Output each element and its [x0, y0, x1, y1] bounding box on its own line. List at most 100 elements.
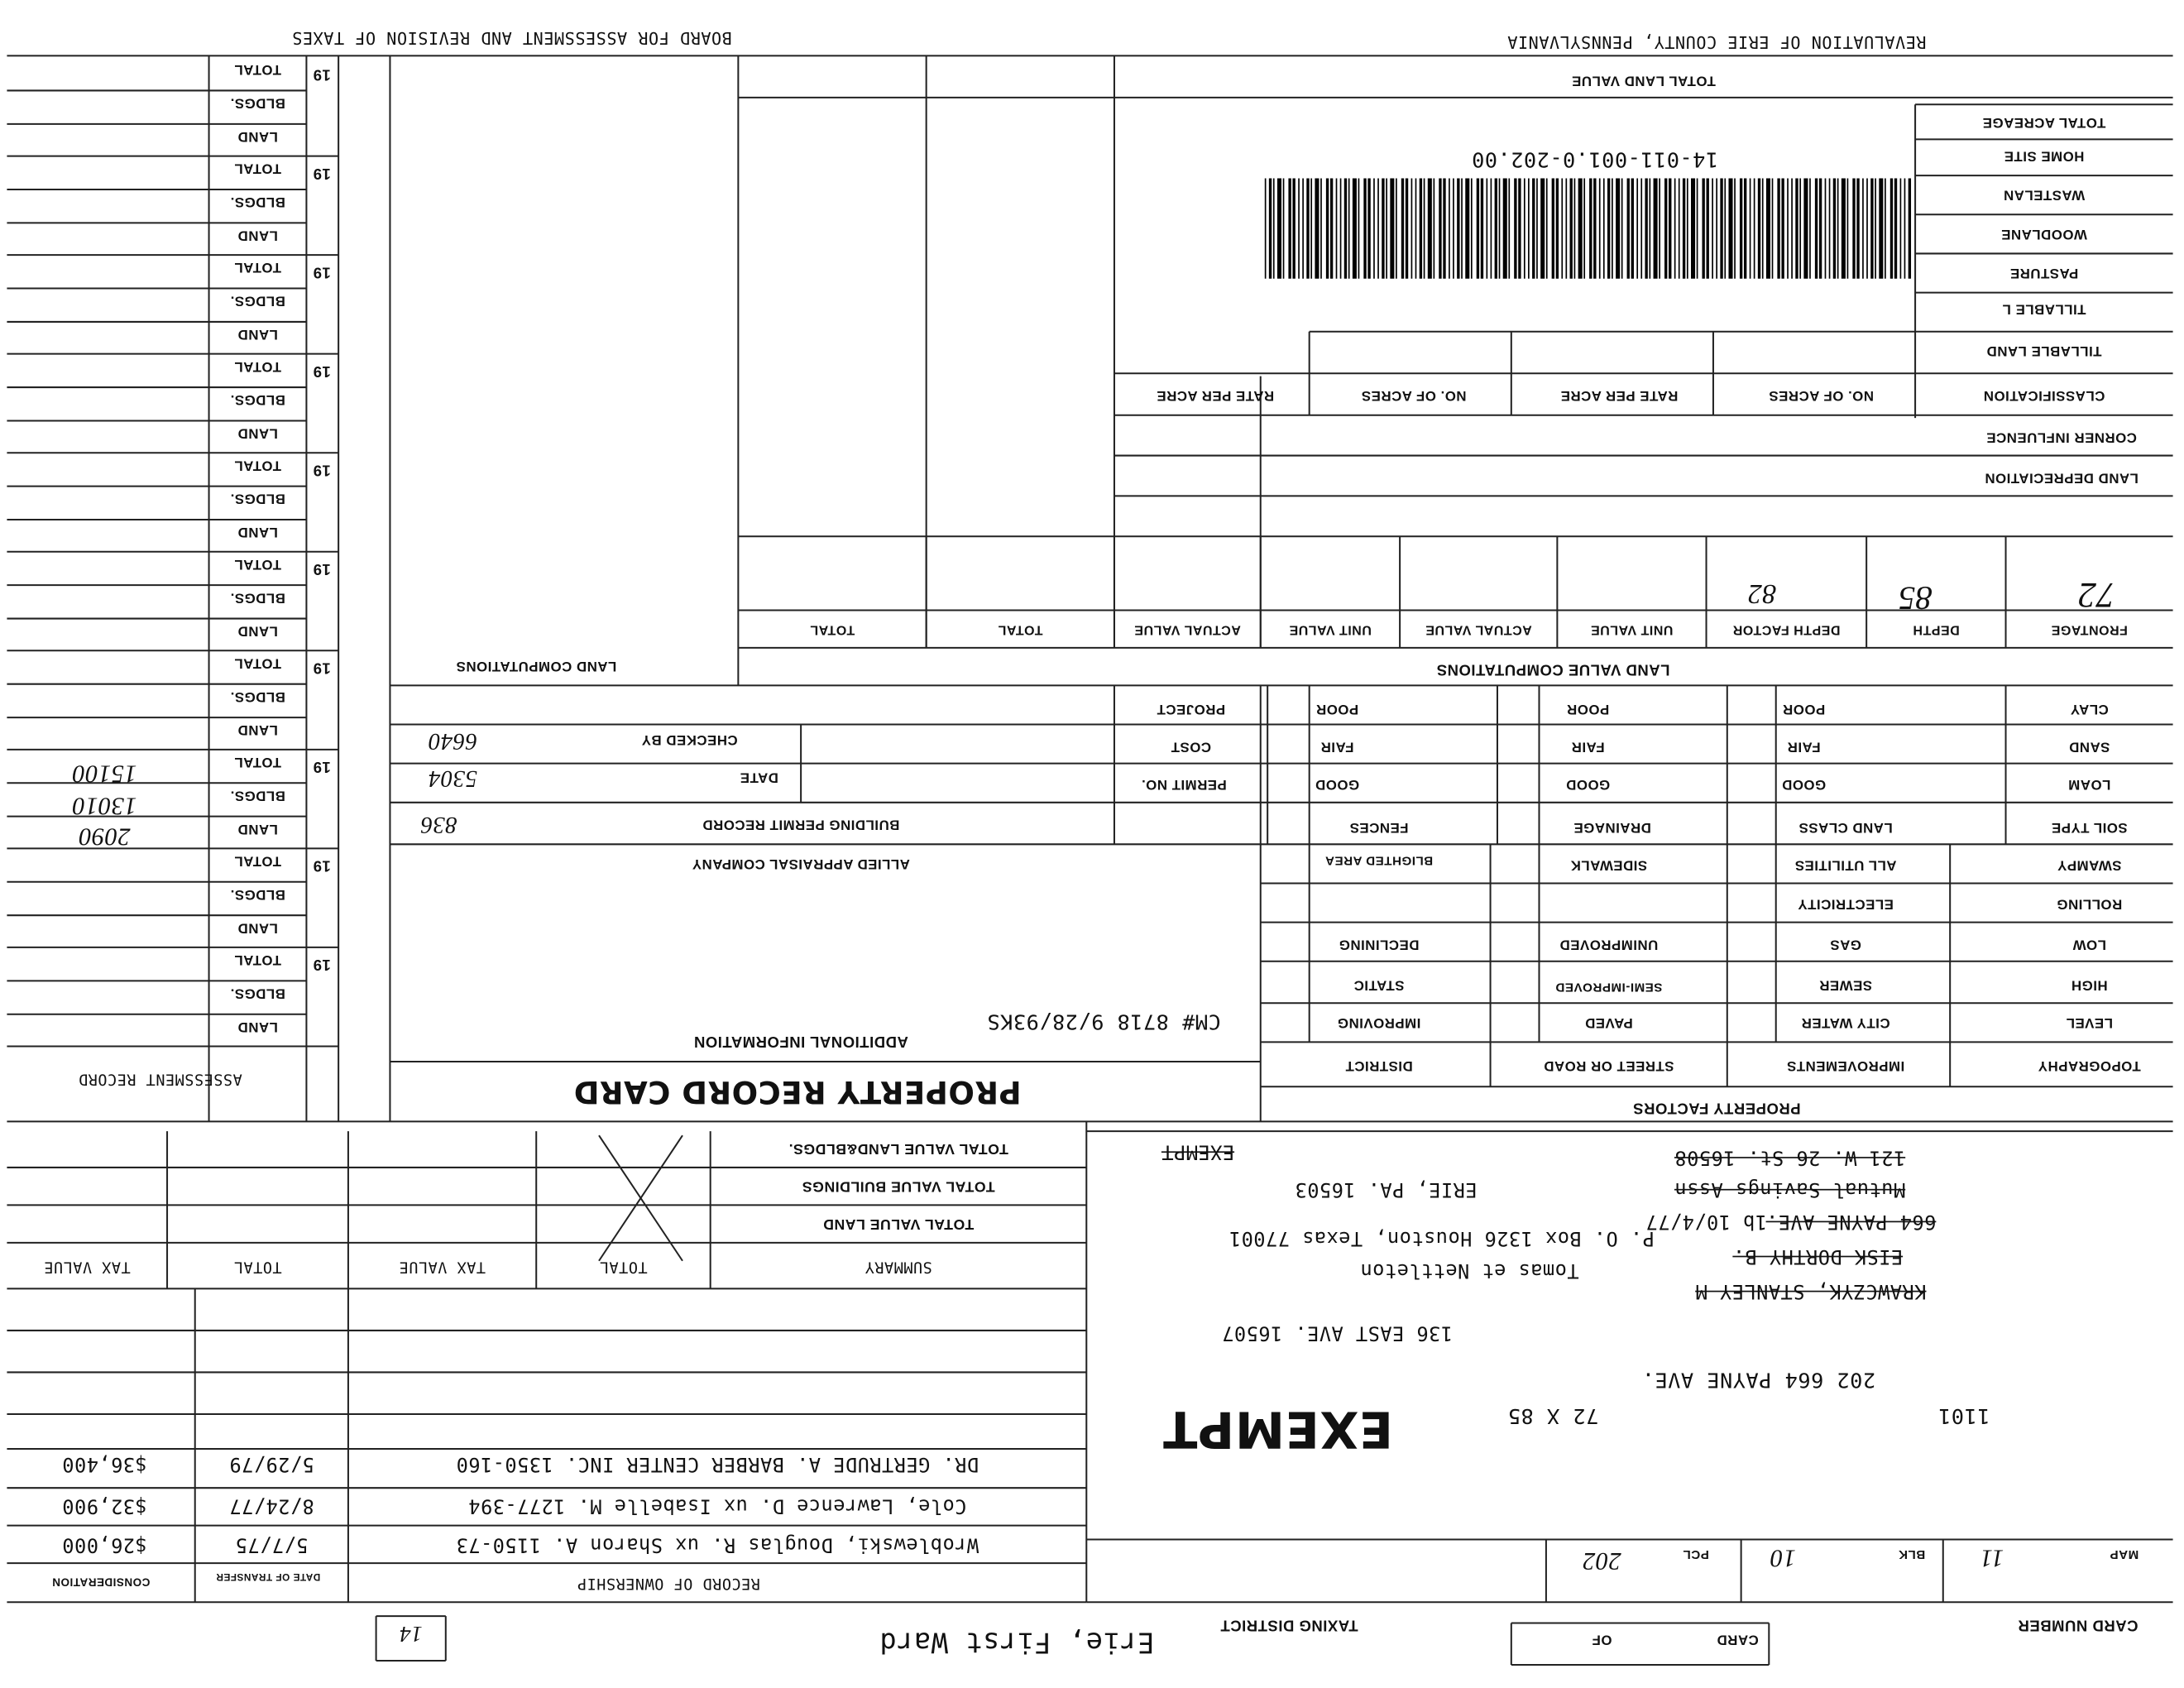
barcode-bar [1377, 178, 1379, 279]
labels: TOTAL [233, 655, 282, 670]
blk-label: BLK [1898, 1547, 1926, 1562]
barcode-bar [1310, 178, 1313, 279]
rule [598, 1134, 683, 1262]
labels: LAND [237, 325, 278, 342]
rows: TILLABLE L [2002, 300, 2086, 317]
land-class: GOOD [1781, 775, 1827, 792]
district: IMPROVING [1337, 1014, 1421, 1030]
barcode-bar [1439, 178, 1442, 279]
headers: ACTUAL VALUE [1133, 621, 1241, 638]
checked-by: CHECKED BY [641, 731, 738, 747]
topography: TOPOGRAPHY [2038, 1057, 2141, 1073]
barcode-bar [1828, 178, 1831, 279]
barcode-bar [1555, 178, 1559, 279]
barcode-bar [1734, 178, 1736, 279]
labels: BLDGS. [230, 490, 285, 506]
barcode-bar [1749, 178, 1751, 279]
rows: TOTAL VALUE LAND&BLDGS. [788, 1140, 1008, 1158]
labels: BLDGS. [230, 985, 285, 1000]
rows: Wroblewski, Douglas R. ux Sharon A. 1150… [456, 1532, 979, 1556]
entries: 836 [420, 812, 457, 839]
rows: CLASSIFICATION [1983, 387, 2105, 403]
labels: TOTAL [233, 357, 282, 374]
fences: FAIR [1320, 738, 1354, 754]
barcode-bar [1908, 178, 1912, 279]
labels: LAND [237, 820, 278, 837]
barcode-bar [1894, 178, 1898, 279]
labels: LAND [237, 622, 278, 639]
board: BOARD FOR ASSESSMENT AND REVISION OF TAX… [291, 27, 732, 48]
barcode-bar [1607, 178, 1611, 279]
card-title: PROPERTY RECORD CARD [573, 1072, 1022, 1108]
improvements: GAS [1829, 936, 1861, 952]
rows: TOTAL VALUE LAND [822, 1216, 975, 1233]
barcode-bar [1832, 178, 1837, 279]
title: ASSESSMENT RECORD [78, 1070, 242, 1089]
rows: HOME SITE [2004, 147, 2085, 163]
land-depreciation: LAND DEPRECIATION [1984, 469, 2138, 485]
map: 11 [1980, 1544, 2004, 1573]
barcode-bar [1339, 178, 1342, 279]
barcode-bar [1276, 178, 1282, 279]
headers: SOIL TYPE [2051, 819, 2128, 835]
labels: BLDGS. [230, 391, 285, 407]
barcode-bar [1298, 178, 1300, 279]
barcode-bar [1423, 178, 1425, 279]
improvements: ELECTRICITY [1797, 895, 1894, 912]
labels: TOTAL [233, 555, 282, 572]
labels: TOTAL [233, 61, 282, 77]
year-prefix: 19 [313, 856, 331, 874]
rows: 8/24/77 [228, 1494, 314, 1517]
labels: BLDGS. [230, 292, 285, 309]
card: CARD [1717, 1631, 1759, 1647]
exempt: EXEMPT [1162, 1399, 1394, 1457]
barcode-bar [1514, 178, 1517, 279]
barcode-bar [1743, 178, 1747, 279]
barcode-bar [1415, 178, 1417, 279]
barcode-bar [1352, 178, 1357, 279]
year-prefix: 19 [313, 758, 331, 775]
rows: $26,000 [61, 1532, 147, 1556]
consideration-header: CONSIDERATION [51, 1575, 151, 1589]
lines: 136 EAST AVE. 16507 [1221, 1321, 1453, 1344]
of: OF [1592, 1631, 1612, 1647]
barcode-bar [1757, 178, 1761, 279]
barcode-bar [1461, 178, 1463, 279]
barcode-bar [1494, 178, 1497, 279]
barcode-bar [1565, 178, 1568, 279]
barcode-bar [1678, 178, 1680, 279]
labels: LAND [237, 919, 278, 935]
barcode-bar [1616, 178, 1621, 279]
date: DATE [740, 769, 778, 784]
title: RECORD OF OWNERSHIP [577, 1574, 760, 1593]
barcode-bar [1540, 178, 1545, 279]
fences: GOOD [1315, 775, 1360, 792]
cost: COST [1171, 738, 1211, 754]
barcode-bar [1636, 178, 1639, 279]
barcode-bar [1282, 178, 1285, 279]
labels: LAND [237, 524, 278, 539]
barcode-bar [1508, 178, 1511, 279]
barcode-bar [1728, 178, 1733, 279]
barcode-bar [1427, 178, 1432, 279]
pcl: 202 [1582, 1547, 1621, 1575]
rows: 5/7/75 [235, 1532, 309, 1556]
land-title: LAND COMPUTATIONS [456, 657, 617, 674]
barcode-bar [1674, 178, 1676, 279]
total-land-value: TOTAL LAND VALUE [1571, 72, 1716, 89]
improvements: ALL UTILITIES [1794, 856, 1897, 872]
taxing-district: TAXING DISTRICT [1219, 1616, 1358, 1633]
improvements: IMPROVEMENTS [1786, 1057, 1905, 1073]
district: BLIGHTED AREA [1324, 853, 1434, 868]
labels: LAND [237, 424, 278, 441]
year-prefix: 19 [313, 659, 331, 676]
acre-headers: RATE PER ACRE [1560, 387, 1679, 403]
date-header: DATE OF TRANSFER [215, 1571, 321, 1581]
barcode-bar [1702, 178, 1705, 279]
ward-no: 14 [399, 1621, 423, 1645]
year-prefix: 19 [313, 362, 331, 380]
barcode-bar [1335, 178, 1338, 279]
barcode-bar [1486, 178, 1488, 279]
barcode-bar [1856, 178, 1860, 279]
lot: 1101 [1937, 1403, 1990, 1429]
